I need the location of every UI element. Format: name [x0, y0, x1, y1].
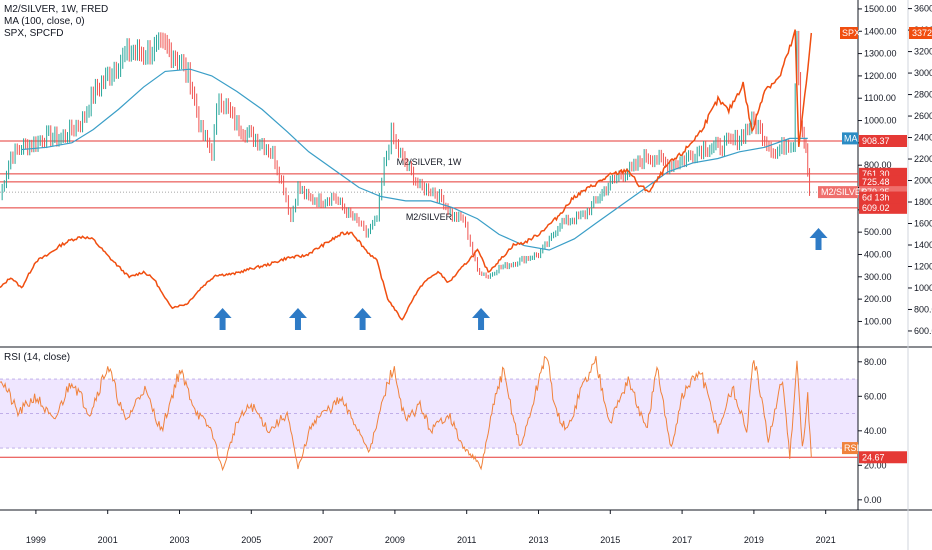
rsi-legend: RSI (14, close) [4, 352, 70, 364]
up-arrow-shape [809, 228, 828, 250]
spx-tag-bg [840, 27, 858, 40]
right-axis-tick-label: 2600.00 [914, 111, 932, 121]
x-axis-tick-label: 2017 [672, 535, 692, 545]
left-axis-tick-label: 800.00 [864, 160, 892, 170]
right-axis-tick-label: 2000.00 [914, 176, 932, 186]
up-arrow [809, 228, 828, 250]
rsi-axis-tick-label: 80.00 [864, 357, 887, 367]
up-arrow-shape [472, 308, 491, 330]
price-label: 761.30 [862, 169, 890, 179]
left-axis-tick-label: 1500.00 [864, 4, 897, 14]
x-axis-tick-label: 2001 [98, 535, 118, 545]
rsi-tag: RSI [844, 443, 859, 453]
right-axis-tick-label: 2800.00 [914, 90, 932, 100]
price-label-bg [859, 201, 907, 214]
x-axis-tick-label: 1999 [26, 535, 46, 545]
x-axis-tick-label: 2011 [457, 535, 476, 545]
rsi-axis-tick-label: 0.00 [864, 495, 882, 505]
rsi-value-bg [859, 451, 907, 464]
legend-main-title: M2/SILVER, 1W, FRED [4, 4, 109, 15]
right-axis-tick-label: 2400.00 [914, 133, 932, 143]
right-axis-tick-label: 2200.00 [914, 154, 932, 164]
right-axis-tick-label: 1600.00 [914, 219, 932, 229]
ma-line [21, 68, 808, 251]
price-label-tag-bg [818, 186, 858, 199]
up-arrow [472, 308, 491, 330]
x-axis-tick-label: 2007 [313, 535, 333, 545]
price-label-bg [859, 134, 907, 147]
spx-price-label-bg [909, 27, 932, 40]
right-axis-tick-label: 3000.00 [914, 68, 932, 78]
right-axis-tick-label: 3200.00 [914, 47, 932, 57]
price-label-bg [859, 191, 907, 204]
rsi-axis-tick-label: 20.00 [864, 460, 887, 470]
up-arrow [288, 308, 307, 330]
price-label: 908.37 [862, 136, 890, 146]
chart-legend: M2/SILVER, 1W, FRED MA (100, close, 0) S… [4, 4, 108, 40]
up-arrow-shape [213, 308, 232, 330]
left-axis-tick-label: 300.00 [864, 272, 892, 282]
left-axis-tick-label: 1400.00 [864, 26, 897, 36]
left-axis-tick-label: 1100.00 [864, 93, 896, 103]
rsi-tag-bg [842, 442, 858, 455]
left-axis-tick-label: 500.00 [864, 227, 892, 237]
price-label-bg [859, 175, 907, 188]
x-axis-tick-label: 2005 [241, 535, 261, 545]
rsi-axis-tick-label: 60.00 [864, 391, 887, 401]
spx-tag: SPX [842, 28, 860, 38]
left-axis-tick-label: 100.00 [864, 316, 892, 326]
watermark-big: M2/SILVER, 1W [397, 157, 462, 167]
ratio-series [1, 30, 811, 279]
up-arrow [213, 308, 232, 330]
watermark-small: M2/SILVER [406, 212, 453, 222]
right-axis-tick-label: 1000.00 [914, 283, 932, 293]
legend-spx: SPX, SPCFD [4, 28, 64, 39]
price-label: 725.48 [862, 177, 890, 187]
x-axis-tick-label: 2009 [385, 535, 405, 545]
up-arrow [353, 308, 372, 330]
x-axis-tick-label: 2021 [816, 535, 836, 545]
price-label: 609.02 [862, 203, 890, 213]
up-arrow-shape [288, 308, 307, 330]
price-label-tag: M2/SILVER [821, 187, 868, 197]
left-axis-tick-label: 1200.00 [864, 71, 897, 81]
rsi-value-label: 24.67 [862, 452, 885, 462]
right-axis-tick-label: 1800.00 [914, 197, 932, 207]
rsi-axis-tick-label: 40.00 [864, 426, 887, 436]
right-axis-tick-label: 3600.00 [914, 4, 932, 14]
ma-badge-bg [842, 132, 858, 145]
left-axis-tick-label: 1000.00 [864, 116, 897, 126]
left-axis-tick-label: 400.00 [864, 249, 892, 259]
price-label: 6d 13h [862, 193, 890, 203]
left-axis-tick-label: 1300.00 [864, 49, 897, 59]
x-axis-tick-label: 2003 [169, 535, 189, 545]
right-axis-tick-label: 1400.00 [914, 240, 932, 250]
right-axis-tick-label: 800.00 [914, 304, 932, 314]
x-axis-tick-label: 2013 [528, 535, 548, 545]
ma-badge: MA [844, 133, 858, 143]
right-axis-tick-label: 1200.00 [914, 261, 932, 271]
x-axis-tick-label: 2015 [600, 535, 620, 545]
x-axis-tick-label: 2019 [744, 535, 764, 545]
legend-rsi: RSI (14, close) [4, 352, 71, 363]
spx-price-label: 3372.85 [912, 28, 932, 38]
left-axis-tick-label: 200.00 [864, 294, 892, 304]
right-axis-tick-label: 600.00 [914, 326, 932, 336]
legend-ma: MA (100, close, 0) [4, 16, 85, 27]
up-arrow-shape [353, 308, 372, 330]
spx-line [0, 29, 813, 321]
rsi-line [0, 355, 812, 472]
